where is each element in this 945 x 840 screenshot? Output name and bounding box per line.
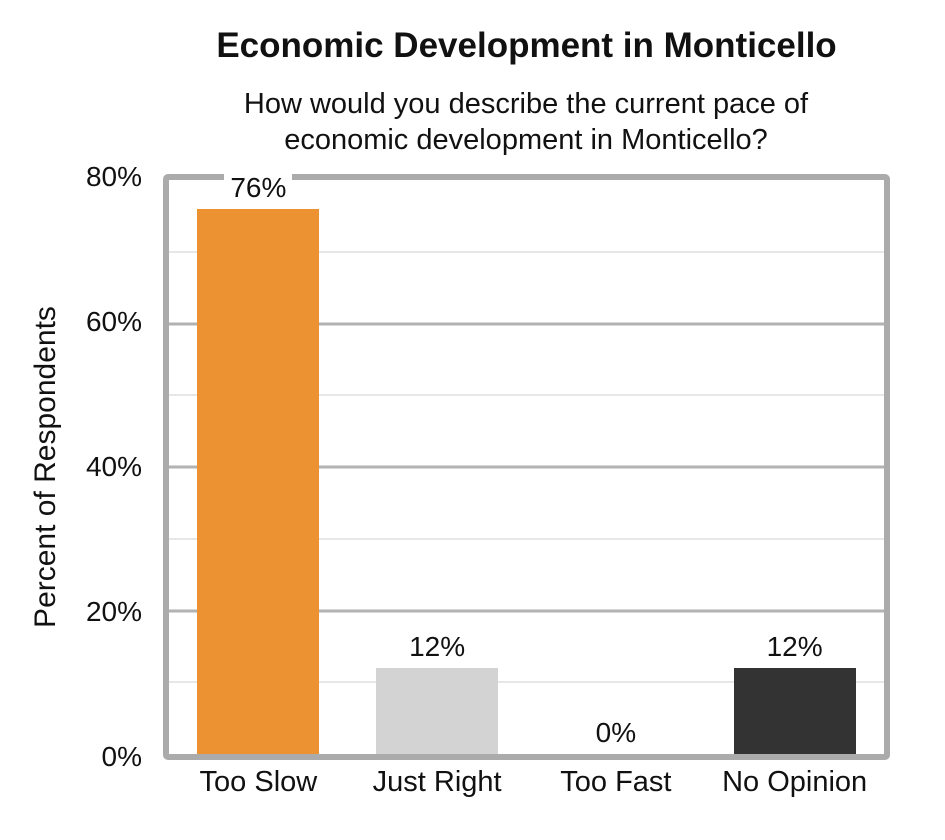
- minor-gridline: [169, 681, 884, 683]
- minor-gridline: [169, 394, 884, 396]
- bar: [733, 667, 856, 754]
- minor-gridline: [169, 538, 884, 540]
- bar: [376, 667, 499, 754]
- y-tick-label: 20%: [85, 596, 142, 627]
- bar-value-label: 12%: [403, 631, 472, 663]
- category-slot: 12%: [705, 180, 884, 754]
- major-gridline: [169, 465, 884, 469]
- y-axis-tick-labels: 80% 60% 40% 20% 0%: [0, 161, 150, 772]
- category-slot: 12%: [348, 180, 527, 754]
- bar-value-label: 76%: [224, 172, 293, 204]
- y-tick-label: 60%: [85, 306, 142, 337]
- major-gridline: [169, 609, 884, 612]
- x-category-label: Too Fast: [560, 766, 672, 798]
- y-tick-label: 80%: [85, 161, 142, 192]
- plot-area: 76% 12% 0% 12%: [163, 172, 890, 760]
- chart-subtitle: How would you describe the current pace …: [243, 88, 809, 157]
- y-tick-label: 0%: [101, 741, 142, 772]
- x-category-label: Just Right: [372, 766, 502, 798]
- category-slot: 0%: [527, 180, 706, 754]
- bar: [197, 208, 320, 754]
- x-category-label: Too Slow: [199, 766, 318, 798]
- bar-series: 76% 12% 0% 12%: [169, 172, 884, 754]
- chart-title: Economic Development in Monticello: [216, 26, 837, 65]
- major-gridline: [169, 322, 884, 325]
- bar-value-label: 0%: [589, 717, 643, 749]
- gridlines: [169, 180, 884, 754]
- bar-value-label: 12%: [760, 631, 829, 663]
- y-tick-label: 40%: [85, 451, 142, 482]
- minor-gridline: [169, 251, 884, 253]
- x-axis-category-labels: Too Slow Just Right Too Fast No Opinion: [169, 766, 884, 799]
- category-slot: 76%: [169, 172, 348, 754]
- x-category-label: No Opinion: [722, 766, 868, 798]
